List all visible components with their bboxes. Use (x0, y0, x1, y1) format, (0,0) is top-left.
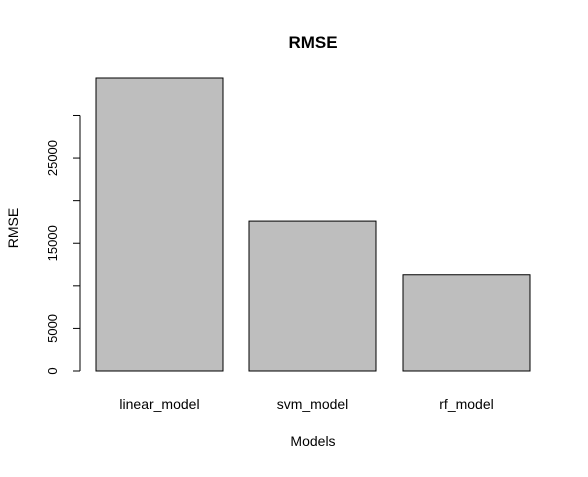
x-axis-label: Models (290, 433, 335, 449)
category-labels: linear_model svm_model rf_model (119, 396, 493, 412)
bars-group (95, 77, 531, 372)
y-axis-label: RMSE (5, 208, 21, 248)
y-tick-label: 0 (45, 367, 60, 374)
bar-rf_model (402, 274, 531, 372)
y-tick-label: 25000 (45, 140, 60, 176)
category-label: rf_model (439, 396, 493, 412)
bar-linear_model (95, 77, 224, 372)
bar-svm_model (248, 220, 377, 372)
category-label: linear_model (119, 396, 199, 412)
category-label: svm_model (277, 396, 349, 412)
y-axis: 0 5000 15000 25000 (45, 114, 81, 375)
y-tick-label: 15000 (45, 225, 60, 261)
y-tick-label: 5000 (45, 314, 60, 343)
chart-title: RMSE (288, 33, 337, 52)
